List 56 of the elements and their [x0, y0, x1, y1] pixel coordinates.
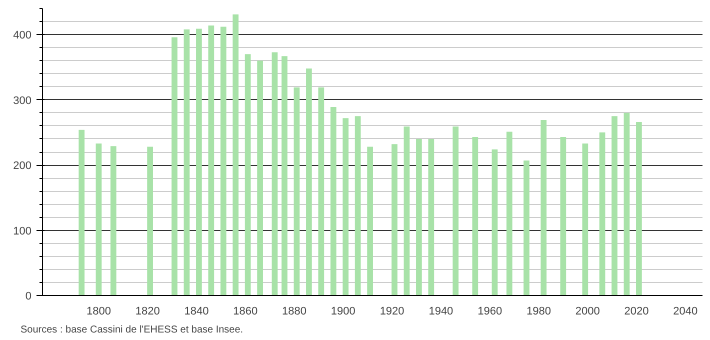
bar — [96, 144, 102, 296]
bar — [472, 137, 478, 296]
bar — [232, 14, 239, 296]
bar — [272, 52, 278, 296]
bar — [492, 149, 498, 296]
bar — [560, 137, 566, 296]
bar — [330, 106, 336, 296]
bar — [110, 146, 116, 296]
bar — [452, 126, 459, 296]
bar — [172, 37, 178, 296]
x-tick-label: 1960 — [478, 306, 502, 318]
x-tick-label: 1980 — [526, 306, 551, 318]
bar — [540, 120, 547, 296]
bar — [636, 122, 642, 296]
bar — [624, 112, 630, 296]
bar — [244, 54, 251, 296]
bar — [428, 138, 434, 296]
bar — [416, 138, 422, 296]
bar — [318, 87, 324, 296]
bar — [257, 60, 263, 296]
bar — [404, 126, 410, 296]
bar — [78, 130, 85, 296]
bar — [612, 116, 618, 296]
bar — [184, 29, 190, 296]
bar — [306, 68, 312, 296]
bar — [392, 144, 398, 296]
y-tick-label: 400 — [13, 30, 32, 42]
x-tick-label: 2020 — [624, 306, 649, 318]
x-tick-label: 1940 — [428, 306, 454, 318]
bar — [294, 87, 300, 296]
bar — [208, 25, 214, 296]
bar — [196, 28, 202, 296]
bar — [147, 146, 153, 296]
bar — [582, 144, 588, 296]
x-tick-label: 1900 — [330, 306, 356, 318]
x-tick-label: 1820 — [135, 306, 160, 318]
x-tick-label: 1800 — [86, 306, 111, 318]
x-tick-label: 1880 — [282, 306, 307, 318]
x-tick-label: 2040 — [673, 306, 698, 318]
y-tick-label: 200 — [13, 160, 32, 172]
source-note: Sources : base Cassini de l'EHESS et base Insee. — [20, 324, 244, 336]
x-tick-label: 2000 — [575, 306, 600, 318]
bar — [354, 116, 361, 296]
bar — [599, 132, 606, 296]
y-tick-label: 100 — [13, 225, 32, 238]
x-tick-label: 1860 — [233, 306, 258, 318]
y-tick-label: 0 — [25, 290, 32, 302]
bar — [282, 56, 288, 296]
bar — [220, 26, 226, 296]
bar — [367, 146, 373, 296]
bar — [524, 160, 530, 296]
x-tick-label: 1920 — [380, 306, 404, 318]
bar — [342, 118, 349, 296]
y-tick-label: 300 — [13, 94, 32, 107]
x-tick-label: 1840 — [184, 306, 209, 318]
bar — [506, 132, 512, 296]
